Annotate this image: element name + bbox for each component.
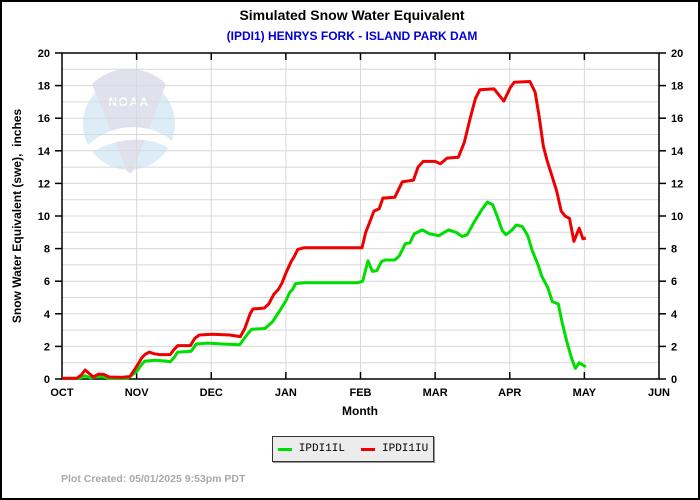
y-tick-label-left: 14: [38, 146, 51, 158]
legend-box: IPDI1IL IPDI1IU: [272, 436, 434, 462]
y-tick-label-right: 18: [671, 81, 683, 93]
chart-title: Simulated Snow Water Equivalent: [239, 7, 465, 23]
series-line-IPDI1IU: [62, 80, 587, 380]
y-tick-label-right: 6: [671, 276, 677, 288]
y-tick-label-right: 14: [671, 146, 684, 158]
lower-series-label: IPDI1IL: [298, 443, 345, 455]
y-tick-label-left: 8: [44, 244, 50, 256]
upper-series-label: IPDI1IU: [382, 443, 429, 455]
x-tick-label: DEC: [200, 387, 223, 399]
y-tick-label-left: 20: [38, 48, 50, 60]
y-tick-label-right: 8: [671, 244, 677, 256]
y-tick-label-left: 6: [44, 276, 50, 288]
y-tick-label-left: 2: [44, 341, 50, 353]
x-tick-label: MAY: [573, 387, 597, 399]
y-tick-label-left: 16: [38, 113, 50, 125]
y-axis-label: Snow Water Equivalent (swe), inches: [10, 108, 24, 324]
legend-item-lower: IPDI1IL: [277, 443, 345, 455]
x-tick-label: NOV: [125, 387, 150, 399]
x-tick-label: JAN: [275, 387, 297, 399]
y-tick-label-left: 10: [38, 211, 50, 223]
upper-series-swatch: [361, 447, 375, 451]
x-tick-label: FEB: [350, 387, 372, 399]
y-tick-label-left: 12: [38, 178, 50, 190]
y-tick-label-left: 4: [44, 309, 51, 321]
y-tick-label-right: 12: [671, 178, 683, 190]
series-line-IPDI1IL: [62, 200, 587, 380]
y-tick-label-right: 0: [671, 374, 677, 386]
chart-subtitle: (IPDI1) HENRYS FORK - ISLAND PARK DAM: [226, 29, 478, 43]
x-tick-label: OCT: [50, 387, 74, 399]
x-axis-label: Month: [342, 404, 378, 418]
y-tick-label-right: 2: [671, 341, 677, 353]
lower-series-swatch: [277, 447, 292, 451]
chart-plot-area: 0 0 2 2 4 4 6 6 8 8 10 10 12 12 14 14 16 16 18 18 20 20 OCT NOV…: [38, 48, 684, 399]
noaa-wedge: [92, 68, 166, 173]
y-tick-label-left: 18: [38, 81, 50, 93]
y-tick-label-right: 4: [671, 309, 678, 321]
y-tick-label-left: 0: [44, 374, 50, 386]
noaa-logo-watermark: NOAA: [83, 68, 177, 173]
y-tick-label-right: 16: [671, 113, 683, 125]
x-tick-label: MAR: [423, 387, 448, 399]
y-tick-label-right: 20: [671, 48, 683, 60]
x-tick-label: APR: [498, 387, 521, 399]
legend-item-upper: IPDI1IU: [361, 443, 428, 455]
plot-created-text: Plot Created: 05/01/2025 9:53pm PDT: [61, 473, 246, 485]
x-tick-label: JUN: [648, 387, 670, 399]
y-tick-label-right: 10: [671, 211, 683, 223]
